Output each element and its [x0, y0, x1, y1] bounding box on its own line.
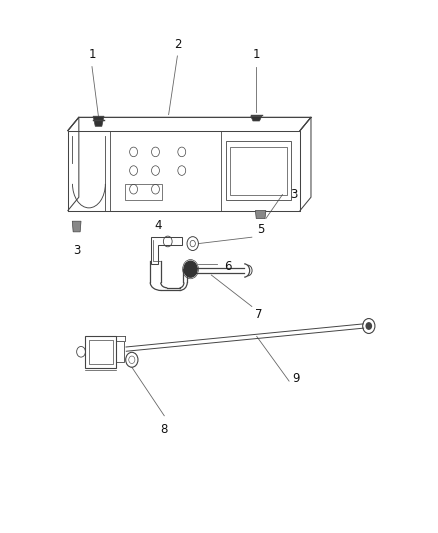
Polygon shape: [255, 211, 266, 219]
Text: 3: 3: [290, 188, 297, 201]
Text: 1: 1: [88, 49, 96, 61]
Text: 1: 1: [252, 49, 260, 61]
Polygon shape: [251, 116, 261, 121]
Polygon shape: [93, 116, 104, 126]
Text: 5: 5: [257, 223, 264, 236]
Polygon shape: [72, 221, 81, 232]
Circle shape: [366, 323, 371, 329]
Text: 2: 2: [173, 38, 181, 51]
Circle shape: [184, 261, 197, 277]
Text: 4: 4: [154, 219, 162, 232]
Text: 6: 6: [224, 260, 232, 273]
Text: 3: 3: [73, 244, 80, 257]
Text: 7: 7: [254, 308, 262, 321]
Text: 8: 8: [161, 423, 168, 435]
Text: 9: 9: [292, 372, 300, 385]
